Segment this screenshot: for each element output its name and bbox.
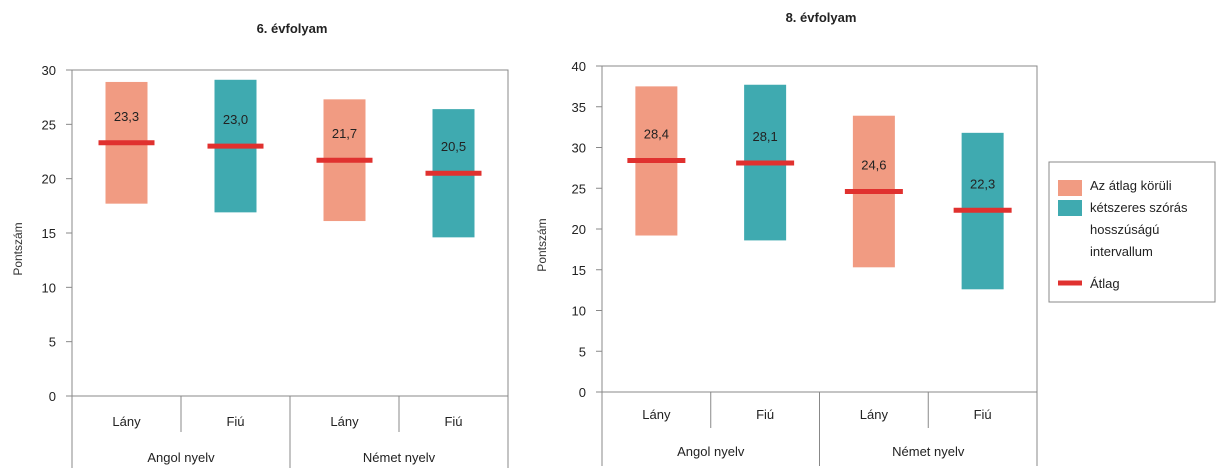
legend-interval-line-4: intervallum [1090,244,1153,259]
data-label: 28,1 [752,129,777,144]
chart-panel-1: 6. évfolyam 0 5 10 15 20 25 30 Pontszám Lány Fiú Lá… [11,21,509,468]
y-tick-label: 15 [572,263,586,278]
legend-mean-label: Átlag [1090,276,1120,291]
x-tick-label: Lány [112,414,141,429]
x-group-label: Német nyelv [892,444,965,459]
y-tick-label: 40 [572,59,586,74]
y-tick-label: 5 [49,335,56,350]
y-tick-label: 25 [42,117,56,132]
chart-title: 8. évfolyam [786,10,857,25]
x-tick-label: Fiú [756,407,774,422]
legend-interval-line-3: hosszúságú [1090,222,1159,237]
y-axis-label: Pontszám [535,218,549,271]
x-tick-label: Lány [330,414,359,429]
y-tick-label: 20 [42,172,56,187]
x-group-label: Angol nyelv [677,444,745,459]
data-label: 22,3 [970,176,995,191]
x-group-label: Angol nyelv [147,450,215,465]
chart-panel-2: 8. évfolyam 0 5 10 15 20 25 30 35 40 Pontszám Lány F… [535,10,1038,466]
data-label: 21,7 [332,126,357,141]
x-tick-label: Lány [642,407,671,422]
y-tick-label: 35 [572,100,586,115]
y-axis-label: Pontszám [11,222,25,275]
y-tick-label: 0 [49,389,56,404]
y-tick-label: 10 [572,304,586,319]
legend-interval-line-1: Az átlag körüli [1090,178,1172,193]
y-tick-label: 15 [42,226,56,241]
data-label: 23,3 [114,109,139,124]
data-label: 20,5 [441,139,466,154]
y-tick-label: 30 [572,141,586,156]
data-label: 23,0 [223,112,248,127]
y-tick-label: 0 [579,385,586,400]
y-tick-label: 20 [572,222,586,237]
chart-title: 6. évfolyam [257,21,328,36]
data-label: 24,6 [861,158,886,173]
legend-interval-line-2: kétszeres szórás [1090,200,1188,215]
legend-swatch-interval-boy [1058,200,1082,216]
x-group-label: Német nyelv [363,450,436,465]
y-tick-label: 25 [572,181,586,196]
y-tick-label: 5 [579,344,586,359]
legend-swatch-interval-girl [1058,180,1082,196]
y-tick-label: 30 [42,63,56,78]
x-tick-label: Fiú [226,414,244,429]
x-tick-label: Lány [860,407,889,422]
y-tick-label: 10 [42,280,56,295]
chart-legend: Az átlag körüli kétszeres szórás hosszús… [1048,161,1216,303]
data-label: 28,4 [644,127,669,142]
x-tick-label: Fiú [974,407,992,422]
x-tick-label: Fiú [444,414,462,429]
